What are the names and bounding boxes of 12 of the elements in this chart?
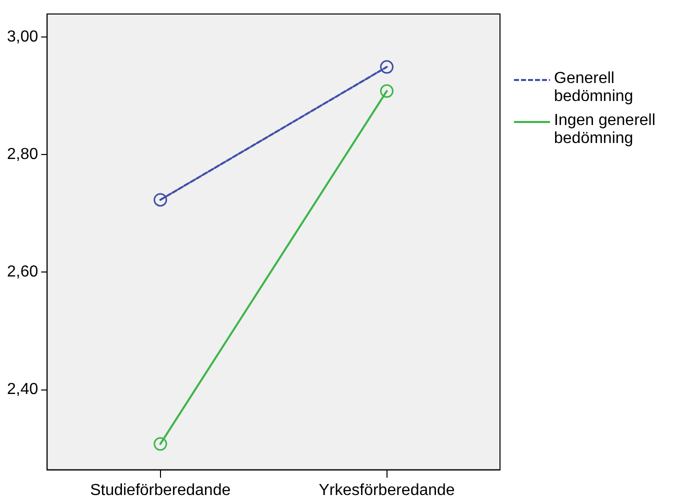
legend-label: Ingen generell bedömning xyxy=(554,112,656,148)
y-tick-label: 2,40 xyxy=(7,381,38,398)
point xyxy=(154,437,168,451)
point xyxy=(380,84,394,98)
x-tick-label: Studieförberedande xyxy=(90,482,231,499)
point xyxy=(154,193,168,207)
point xyxy=(380,60,394,74)
y-tick-label: 2,80 xyxy=(7,146,38,163)
legend-label: Generell bedömning xyxy=(554,70,634,106)
y-tick-label: 3,00 xyxy=(7,28,38,46)
x-tick-label: Yrkesförberedande xyxy=(318,482,455,499)
y-tick-label: 2,60 xyxy=(7,264,38,281)
